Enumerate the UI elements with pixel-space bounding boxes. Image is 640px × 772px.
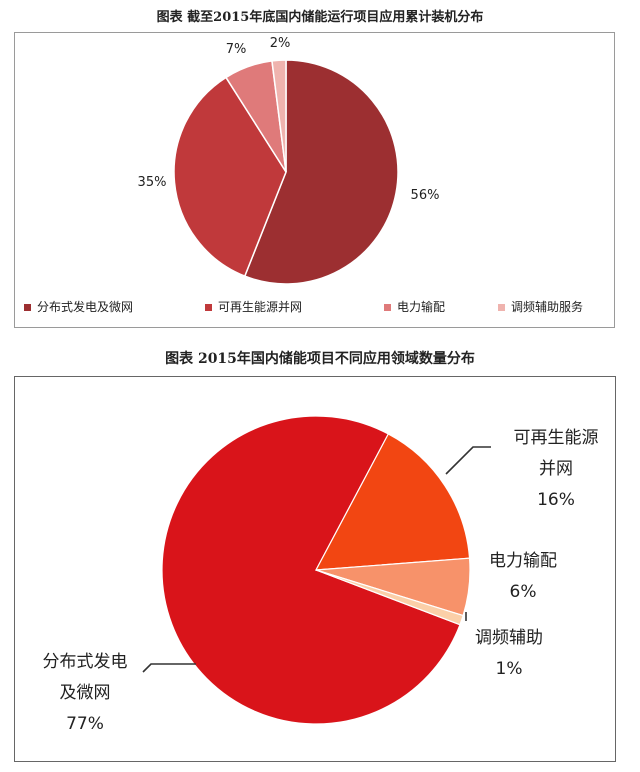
chart2-slice-distributed <box>161 415 461 725</box>
chart1-slice-frequency <box>271 59 287 173</box>
chart1-legend-label-frequency: 调频辅助服务 <box>511 300 584 314</box>
chart1-value-label-transmission: 7% <box>226 42 247 57</box>
chart1-legend-swatch-transmission <box>384 304 391 311</box>
chart1-legend-swatch-renewable <box>205 304 212 311</box>
chart2-value-label-frequency: 1% <box>496 659 523 679</box>
chart1-legend-label-distributed: 分布式发电及微网 <box>37 300 134 314</box>
chart1-value-label-renewable: 35% <box>138 175 167 190</box>
chart2-category-label-distributed: 及微网 <box>60 683 111 703</box>
chart2-category-label-transmission: 电力输配 <box>489 551 557 571</box>
chart1-legend-item-transmission: 电力输配 <box>384 298 445 314</box>
chart2-label-frequency: 调频辅助 1% <box>475 628 543 679</box>
chart2-value-label-distributed: 77% <box>66 714 104 734</box>
chart1-legend-item-distributed: 分布式发电及微网 <box>24 298 133 314</box>
chart1-legend-item-frequency: 调频辅助服务 <box>498 298 583 314</box>
chart1-legend-swatch-distributed <box>24 304 31 311</box>
chart1-value-label-frequency: 2% <box>270 36 291 51</box>
chart2-category-label-frequency: 调频辅助 <box>475 628 543 648</box>
chart1-slice-renewable <box>173 76 287 278</box>
chart1-value-label-distributed: 56% <box>411 188 440 203</box>
chart2-label-renewable: 可再生能源并网 16% <box>514 428 599 510</box>
chart2-value-label-renewable: 16% <box>537 490 575 510</box>
chart2-slice-frequency <box>315 569 464 626</box>
chart2-label-distributed: 分布式发电及微网 77% <box>43 652 128 734</box>
chart1-legend-label-renewable: 可再生能源并网 <box>218 300 303 314</box>
chart2-category-label-renewable: 并网 <box>539 459 573 479</box>
chart2-category-label-distributed: 分布式发电 <box>43 652 128 672</box>
chart2-value-label-transmission: 6% <box>510 582 537 602</box>
chart1-legend-item-renewable: 可再生能源并网 <box>205 298 302 314</box>
chart1-slice-distributed <box>243 59 399 285</box>
chart1-legend-label-transmission: 电力输配 <box>397 300 446 314</box>
chart1-title: 图表 截至2015年底国内储能运行项目应用累计装机分布 <box>156 10 484 25</box>
chart2-title: 图表 2015年国内储能项目不同应用领域数量分布 <box>165 351 475 367</box>
chart2-category-label-renewable: 可再生能源 <box>514 428 599 448</box>
chart2-leader-line-distributed <box>142 663 196 673</box>
chart1-legend-swatch-frequency <box>498 304 505 311</box>
chart2-label-transmission: 电力输配 6% <box>489 551 557 602</box>
chart2-leader-line-renewable <box>445 446 491 475</box>
chart2-slice-renewable <box>314 433 471 571</box>
